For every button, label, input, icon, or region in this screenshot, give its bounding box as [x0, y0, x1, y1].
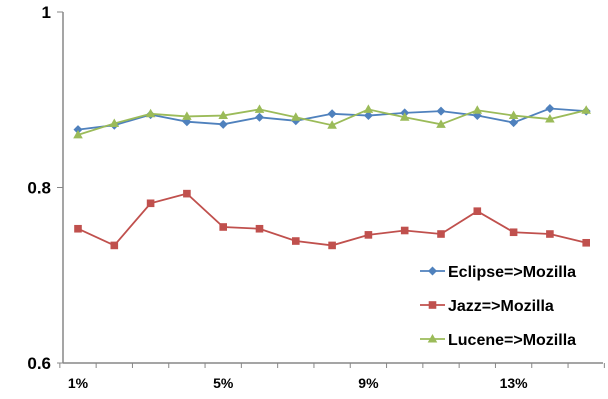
data-point — [363, 111, 373, 121]
x-tick-label: 1% — [68, 375, 89, 391]
data-point — [255, 224, 264, 233]
data-point — [219, 223, 227, 231]
data-point — [255, 112, 264, 122]
series-0 — [73, 104, 591, 135]
legend-label: Jazz=>Mozilla — [448, 298, 554, 315]
data-point — [73, 125, 83, 135]
data-point — [291, 112, 301, 121]
data-point — [110, 241, 119, 250]
data-point — [328, 241, 336, 250]
x-tick-label: 13% — [500, 375, 529, 391]
data-point — [218, 110, 228, 120]
y-axis-ticks: 0.6 0.8 1 — [27, 3, 63, 373]
legend: Eclipse=>Mozilla Jazz=>Mozilla Lucene=>Moz… — [420, 264, 576, 349]
data-point — [509, 118, 519, 128]
data-point — [582, 238, 590, 247]
series-1 — [74, 189, 590, 250]
data-point — [183, 189, 191, 198]
data-point — [218, 119, 228, 129]
data-point — [364, 231, 373, 239]
data-point — [109, 118, 120, 127]
data-point — [145, 108, 156, 118]
data-point — [146, 199, 155, 208]
data-point — [292, 237, 300, 245]
y-tick-label: 1 — [42, 3, 51, 22]
data-point — [509, 228, 518, 237]
y-tick-label: 0.8 — [27, 179, 51, 198]
series-layer — [73, 104, 591, 250]
legend-item: Lucene=>Mozilla — [420, 332, 576, 349]
data-point — [581, 105, 591, 114]
data-point — [508, 110, 519, 120]
data-point — [545, 114, 555, 123]
series-2 — [73, 104, 591, 139]
data-point — [473, 207, 482, 215]
legend-item: Jazz=>Mozilla — [420, 298, 554, 315]
data-point — [437, 230, 445, 238]
legend-label: Lucene=>Mozilla — [448, 332, 576, 349]
data-point — [74, 224, 82, 233]
legend-item: Eclipse=>Mozilla — [420, 264, 576, 281]
data-point — [182, 111, 192, 120]
legend-marker — [428, 301, 437, 309]
x-axis-ticks: 1% 5% 9% 13% — [59, 363, 605, 391]
data-point — [327, 109, 337, 119]
data-point — [73, 129, 83, 139]
x-tick-label: 5% — [213, 375, 234, 391]
data-point — [546, 230, 554, 238]
data-point — [399, 112, 410, 121]
legend-marker — [428, 266, 437, 276]
data-point — [363, 104, 374, 113]
data-point — [436, 119, 446, 128]
legend-marker — [427, 334, 438, 343]
data-point — [472, 105, 483, 114]
data-point — [400, 226, 409, 235]
x-tick-label: 9% — [358, 375, 379, 391]
data-point — [254, 104, 265, 113]
data-point — [436, 106, 446, 116]
y-tick-label: 0.6 — [27, 354, 51, 373]
legend-label: Eclipse=>Mozilla — [448, 264, 576, 281]
data-point — [327, 120, 337, 129]
data-point — [545, 104, 555, 114]
